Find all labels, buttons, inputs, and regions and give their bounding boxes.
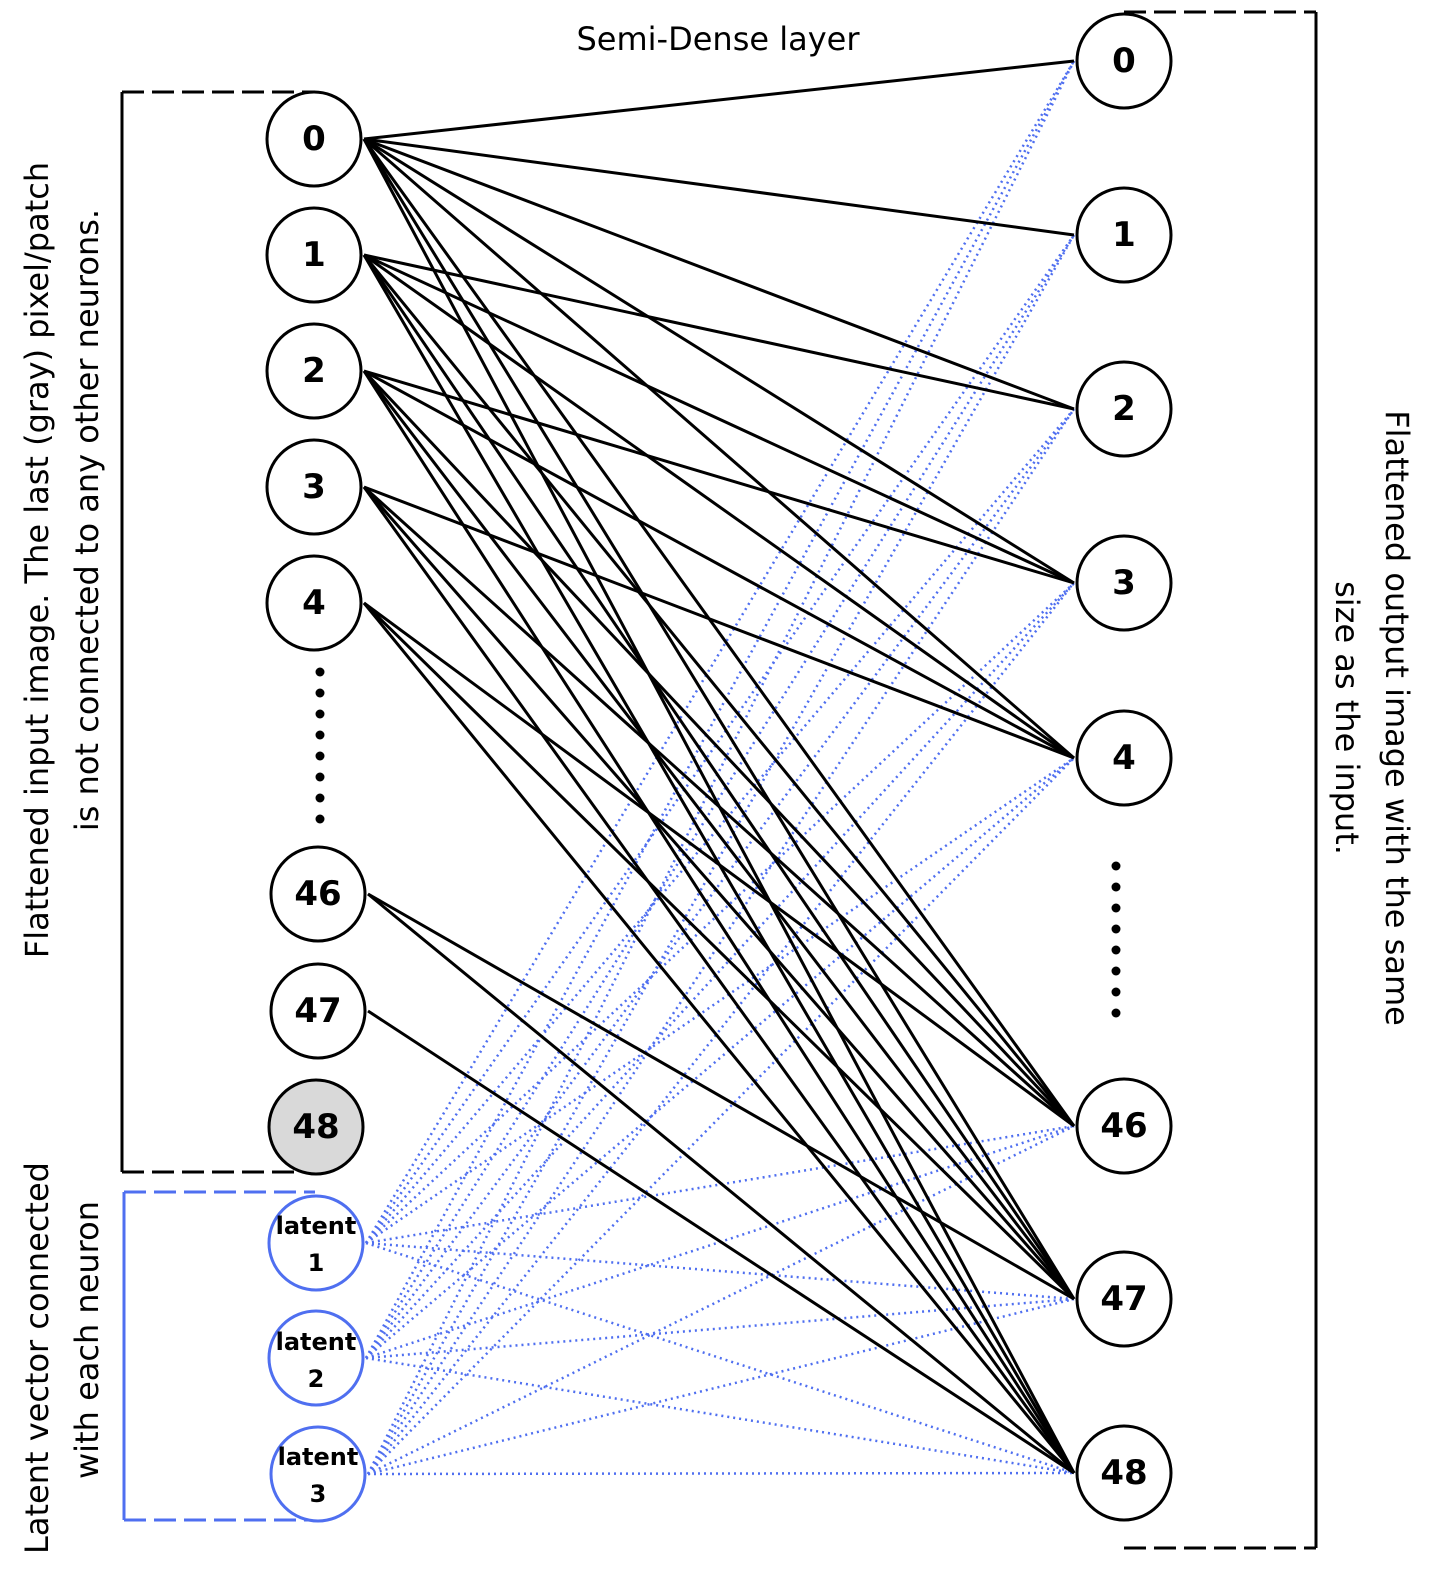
output-neuron-label: 2	[1112, 389, 1136, 429]
semi-dense-connections	[362, 59, 1076, 1475]
output-neuron-3: 3	[1075, 534, 1173, 632]
output-neuron-label: 46	[1100, 1106, 1147, 1146]
edge-in-1-to-out-2	[363, 253, 1075, 411]
input-ellipsis	[315, 667, 325, 824]
input-neuron-label: 4	[302, 583, 326, 623]
latent-edge-lat-2-to-out-3	[365, 582, 1075, 1359]
edge-in-4-to-out-47	[362, 601, 1076, 1301]
output-neuron-48: 48	[1075, 1424, 1173, 1522]
input-neuron-0: 0	[265, 90, 363, 188]
input-neuron-label: 47	[294, 991, 341, 1031]
edge-in-1-to-out-3	[363, 253, 1075, 585]
edge-in-0-to-out-47	[362, 138, 1076, 1300]
edge-in-0-to-out-46	[362, 138, 1076, 1127]
latent-edge-lat-3-to-out-0	[366, 60, 1076, 1475]
output-neuron-46: 46	[1075, 1077, 1173, 1175]
input-caption-line1: Flattened input image. The last (gray) p…	[18, 162, 56, 958]
latent-neuron-3: latent 3	[269, 1425, 367, 1523]
input-neuron-label: 0	[302, 119, 326, 159]
edge-in-1-to-out-47	[362, 254, 1076, 1300]
input-neuron-3: 3	[265, 438, 363, 536]
edge-in-3-to-out-47	[362, 486, 1076, 1300]
edge-in-47-to-out-48	[367, 1009, 1075, 1475]
output-neuron-label: 4	[1112, 738, 1136, 778]
input-neuron-label: 46	[294, 874, 341, 914]
output-neuron-2: 2	[1075, 360, 1173, 458]
latent-edge-lat-1-to-out-47	[365, 1241, 1075, 1301]
edge-in-0-to-out-4	[363, 137, 1075, 760]
edge-in-4-to-out-46	[363, 601, 1075, 1128]
input-neuron-47: 47	[269, 962, 367, 1060]
input-neuron-4: 4	[265, 554, 363, 652]
output-caption-line1: Flattened output image with the same	[1378, 410, 1416, 1026]
input-neuron-1: 1	[265, 206, 363, 304]
latent-neuron-1: latent 1	[267, 1194, 365, 1292]
output-ellipsis	[1111, 861, 1121, 1018]
output-neuron-label: 47	[1100, 1279, 1147, 1319]
edge-in-0-to-out-2	[363, 137, 1075, 411]
input-neuron-label: 1	[302, 235, 326, 275]
input-neuron-46: 46	[269, 845, 367, 943]
latent-neuron-2: latent 2	[267, 1309, 365, 1407]
latent-edge-lat-3-to-out-2	[366, 408, 1076, 1475]
latent-neuron-label: latent	[276, 1212, 357, 1240]
output-neuron-4: 4	[1075, 709, 1173, 807]
output-neuron-label: 48	[1100, 1453, 1147, 1493]
latent-caption-line1: Latent vector connected	[18, 1162, 56, 1554]
latent-neuron-index: 2	[308, 1365, 325, 1393]
edge-in-2-to-out-46	[362, 369, 1076, 1128]
input-neuron-48-masked: 48	[267, 1078, 365, 1176]
edge-in-0-to-out-3	[363, 137, 1075, 585]
output-caption-line2: size as the input.	[1328, 581, 1366, 855]
latent-edge-lat-1-to-out-48	[365, 1241, 1075, 1475]
edge-in-0-to-out-0	[363, 59, 1075, 141]
input-neuron-label: 3	[302, 467, 326, 507]
latent-edge-lat-2-to-out-48	[365, 1356, 1075, 1475]
output-neuron-0: 0	[1075, 12, 1173, 110]
edge-in-3-to-out-46	[362, 485, 1076, 1128]
latent-neuron-label: latent	[278, 1443, 359, 1471]
output-neuron-label: 0	[1112, 41, 1136, 81]
latent-neuron-label: latent	[276, 1328, 357, 1356]
edge-in-2-to-out-47	[362, 370, 1076, 1300]
latent-edge-lat-2-to-out-4	[365, 757, 1075, 1359]
input-caption-line2: is not connected to any other neurons.	[68, 209, 106, 831]
edge-in-46-to-out-48	[367, 892, 1075, 1475]
edge-in-1-to-out-4	[363, 253, 1075, 760]
latent-edge-lat-1-to-out-2	[365, 408, 1075, 1244]
edge-in-3-to-out-48	[362, 486, 1076, 1474]
edge-in-2-to-out-3	[363, 369, 1075, 585]
latent-edge-lat-3-to-out-1	[366, 234, 1076, 1475]
input-neuron-label: 2	[302, 351, 326, 391]
output-neuron-label: 1	[1112, 215, 1136, 255]
edge-in-46-to-out-47	[367, 892, 1075, 1301]
output-neuron-label: 3	[1112, 563, 1136, 603]
edge-in-2-to-out-4	[363, 369, 1075, 760]
edge-in-1-to-out-46	[362, 254, 1076, 1127]
edge-in-2-to-out-48	[362, 370, 1076, 1474]
latent-neuron-index: 1	[308, 1249, 325, 1277]
latent-neuron-index: 3	[310, 1480, 327, 1508]
latent-edge-lat-1-to-out-4	[365, 756, 1075, 1245]
latent-edge-lat-2-to-out-0	[364, 60, 1076, 1359]
latent-caption-line2: with each neuron	[68, 1201, 106, 1479]
edge-in-0-to-out-1	[363, 137, 1075, 237]
input-neuron-label: 48	[292, 1107, 339, 1147]
output-neuron-1: 1	[1075, 186, 1173, 284]
edge-in-3-to-out-4	[363, 485, 1075, 760]
input-neuron-2: 2	[265, 322, 363, 420]
latent-edge-lat-1-to-out-0	[364, 60, 1076, 1244]
edge-in-4-to-out-48	[362, 602, 1076, 1474]
diagram-title: Semi-Dense layer	[576, 20, 860, 58]
latent-edge-lat-2-to-out-47	[365, 1297, 1075, 1360]
output-neuron-47: 47	[1075, 1250, 1173, 1348]
latent-edge-lat-1-to-out-1	[364, 234, 1076, 1244]
latent-edge-lat-3-to-out-48	[367, 1471, 1075, 1476]
